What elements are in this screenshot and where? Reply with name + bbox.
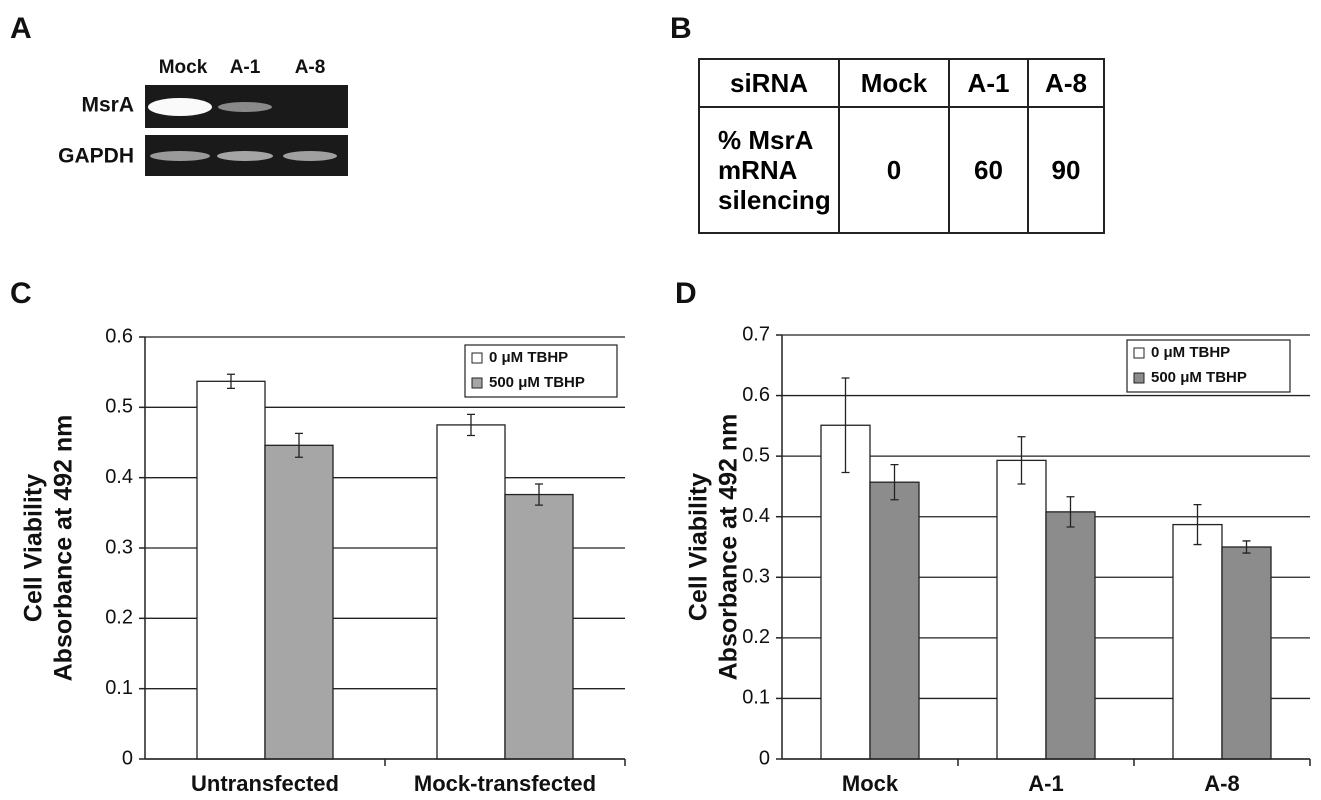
bar (197, 381, 265, 759)
table-header: siRNA (699, 59, 839, 107)
y-tick-label: 0 (759, 747, 770, 769)
legend-swatch (472, 353, 482, 363)
gel-band (217, 151, 273, 161)
y-tick-label: 0.6 (105, 325, 133, 347)
row-label: GAPDH (58, 145, 134, 168)
y-axis-label: Absorbance at 492 nm (715, 414, 743, 681)
lane-label: A-8 (295, 57, 326, 78)
y-axis-label: Cell Viability (685, 473, 713, 621)
row-label: MsrA (81, 94, 134, 117)
gel-band (150, 151, 210, 161)
silencing-table: siRNA Mock A-1 A-8 % MsrA mRNA silencing… (698, 58, 1105, 234)
gel-band (283, 151, 337, 161)
y-tick-label: 0.4 (105, 466, 133, 488)
gel-band (148, 98, 212, 116)
y-tick-label: 0.2 (742, 626, 770, 648)
y-tick-label: 0.6 (742, 384, 770, 406)
panel-label: C (10, 277, 32, 310)
bar (437, 425, 505, 759)
legend-swatch (1134, 373, 1144, 383)
bar (997, 460, 1046, 759)
panel-label: A (10, 12, 32, 45)
table-cell: % MsrA mRNA silencing (699, 107, 839, 233)
figure: A B C D Mock A-1 A-8 MsrA GAPDH 0 0.1 0.2 0… (0, 0, 1321, 800)
table-cell: 90 (1028, 107, 1104, 233)
panel-label: B (670, 12, 692, 45)
legend-label: 500 μM TBHP (1151, 369, 1247, 386)
x-tick-label: Mock-transfected (414, 771, 596, 796)
y-axis-label: Cell Viability (20, 474, 48, 622)
y-tick-label: 0 (122, 747, 133, 769)
x-tick-label: A-8 (1204, 771, 1239, 796)
table-header: Mock (839, 59, 949, 107)
y-tick-label: 0.5 (742, 444, 770, 466)
panel-label: D (675, 277, 697, 310)
gel-band (218, 102, 272, 112)
legend-label: 0 μM TBHP (489, 349, 568, 366)
y-tick-label: 0.1 (742, 687, 770, 709)
x-tick-label: Mock (842, 771, 899, 796)
y-tick-label: 0.1 (105, 677, 133, 699)
bar (265, 445, 333, 759)
table-cell: 0 (839, 107, 949, 233)
y-tick-label: 0.3 (742, 566, 770, 588)
bar (821, 425, 870, 759)
table-header: A-8 (1028, 59, 1104, 107)
x-tick-label: A-1 (1028, 771, 1063, 796)
bar (870, 482, 919, 759)
y-tick-label: 0.2 (105, 607, 133, 629)
figure-canvas: A B C D Mock A-1 A-8 MsrA GAPDH 0 0.1 0.2 0… (0, 0, 1321, 800)
legend-swatch (472, 378, 482, 388)
y-tick-label: 0.4 (742, 505, 770, 527)
legend-swatch (1134, 348, 1144, 358)
bar (1173, 525, 1222, 759)
y-tick-label: 0.5 (105, 396, 133, 418)
table-header: A-1 (949, 59, 1028, 107)
lane-label: Mock (159, 57, 208, 78)
table-cell: 60 (949, 107, 1028, 233)
y-axis-label: Absorbance at 492 nm (50, 415, 78, 682)
legend-label: 500 μM TBHP (489, 374, 585, 391)
bar (1222, 547, 1271, 759)
y-tick-label: 0.3 (105, 536, 133, 558)
x-tick-label: Untransfected (191, 771, 339, 796)
bar (505, 495, 573, 759)
legend-label: 0 μM TBHP (1151, 344, 1230, 361)
y-tick-label: 0.7 (742, 323, 770, 345)
lane-label: A-1 (230, 57, 261, 78)
bar (1046, 512, 1095, 759)
